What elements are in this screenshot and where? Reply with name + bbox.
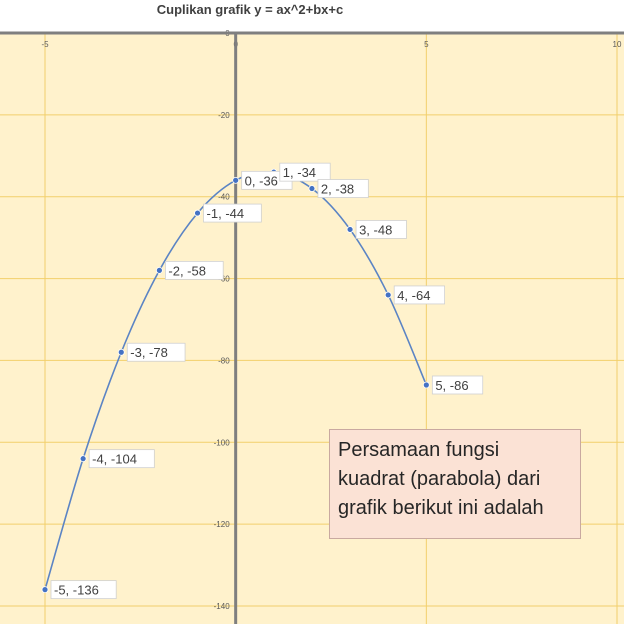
y-tick-label: -100	[214, 438, 231, 447]
chart-title: Cuplikan grafik y = ax^2+bx+c	[156, 2, 344, 17]
x-tick-label: 10	[613, 40, 622, 49]
y-tick-label: -60	[218, 275, 230, 284]
data-label-box	[355, 220, 407, 239]
question-line: Persamaan fungsi	[338, 439, 500, 461]
data-point	[308, 185, 316, 192]
data-label-box	[393, 285, 446, 305]
data-label: 2, -38	[321, 182, 354, 197]
x-tick-label: -5	[41, 40, 49, 49]
y-tick-label: -40	[218, 193, 230, 202]
y-tick-label: -20	[218, 111, 230, 120]
data-label: -2, -58	[168, 263, 206, 278]
question-textbox: Persamaan fungsi kuadrat (parabola) dari…	[329, 429, 581, 539]
data-label: -3, -78	[130, 345, 168, 360]
data-label: 0, -36	[245, 173, 278, 188]
data-point	[79, 455, 87, 463]
data-label: 5, -86	[435, 378, 468, 393]
y-tick-label: -80	[218, 356, 230, 365]
data-label-box	[164, 260, 224, 280]
data-label-box	[431, 375, 484, 395]
data-point	[232, 176, 240, 184]
data-label-box	[50, 580, 117, 600]
x-tick-label: 5	[424, 40, 429, 49]
data-label: 1, -34	[283, 165, 316, 180]
data-label: 4, -64	[397, 288, 430, 303]
data-label-box	[126, 342, 186, 362]
data-point	[155, 266, 163, 274]
data-point	[41, 586, 49, 594]
data-label-box	[203, 203, 262, 223]
data-label-box	[88, 449, 155, 469]
data-label-box	[279, 162, 331, 182]
data-label: -5, -136	[54, 583, 99, 598]
data-label: -4, -104	[92, 452, 137, 467]
data-label: -1, -44	[207, 206, 245, 221]
data-point	[422, 381, 430, 389]
data-point	[117, 348, 125, 356]
data-point	[194, 209, 201, 217]
y-tick-label: -120	[214, 520, 231, 529]
y-tick-label: -140	[214, 602, 231, 611]
data-label: 3, -48	[359, 222, 392, 237]
question-line: grafik berikut ini adalah	[338, 497, 544, 519]
data-label-box	[317, 179, 369, 198]
question-line: kuadrat (parabola) dari	[338, 468, 541, 490]
data-point	[384, 291, 392, 299]
data-point	[346, 226, 354, 233]
series-line	[44, 171, 428, 590]
